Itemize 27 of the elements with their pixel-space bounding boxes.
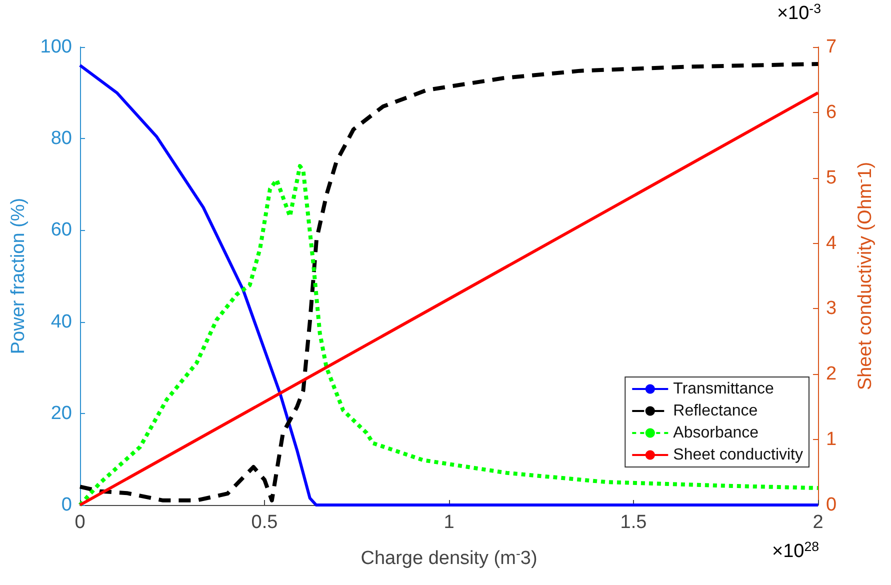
line-series: [78, 164, 820, 507]
y2-axis-title: Sheet conductivity (Ohm-1): [853, 162, 876, 390]
x-tick-label: 2: [812, 512, 824, 533]
legend-label: Reflectance: [673, 402, 758, 420]
legend-label: Transmittance: [673, 380, 774, 398]
legend-label: Absorbance: [673, 424, 759, 442]
y2-tick-label: 3: [826, 298, 837, 320]
x-tick-label: 1.5: [620, 512, 647, 533]
y2-tick-label: 4: [826, 232, 837, 254]
x-tick-label: 0: [74, 512, 86, 533]
y-tick-label: 40: [50, 311, 72, 332]
legend-label: Sheet conductivity: [673, 446, 804, 464]
y2-tick-label: 2: [826, 364, 837, 385]
y-tick-label: 80: [50, 128, 72, 150]
y-tick-label: 20: [50, 402, 72, 424]
x-axis-title: Charge density (m-3): [360, 546, 538, 569]
y2-tick-label: 6: [826, 102, 837, 123]
y2-tick-label: 5: [826, 167, 837, 188]
y-tick-label: 100: [40, 36, 72, 58]
x-tick-label: 1: [444, 512, 454, 533]
y-tick-label: 0: [61, 494, 72, 516]
x-tick-label: 0.5: [251, 512, 278, 533]
y-tick-label: 60: [50, 220, 72, 241]
y2-tick-label: 0: [826, 494, 837, 516]
y-axis-title: Power fraction (%): [8, 198, 29, 354]
y2-tick-label: 7: [826, 36, 837, 58]
y2-tick-label: 1: [826, 429, 837, 450]
